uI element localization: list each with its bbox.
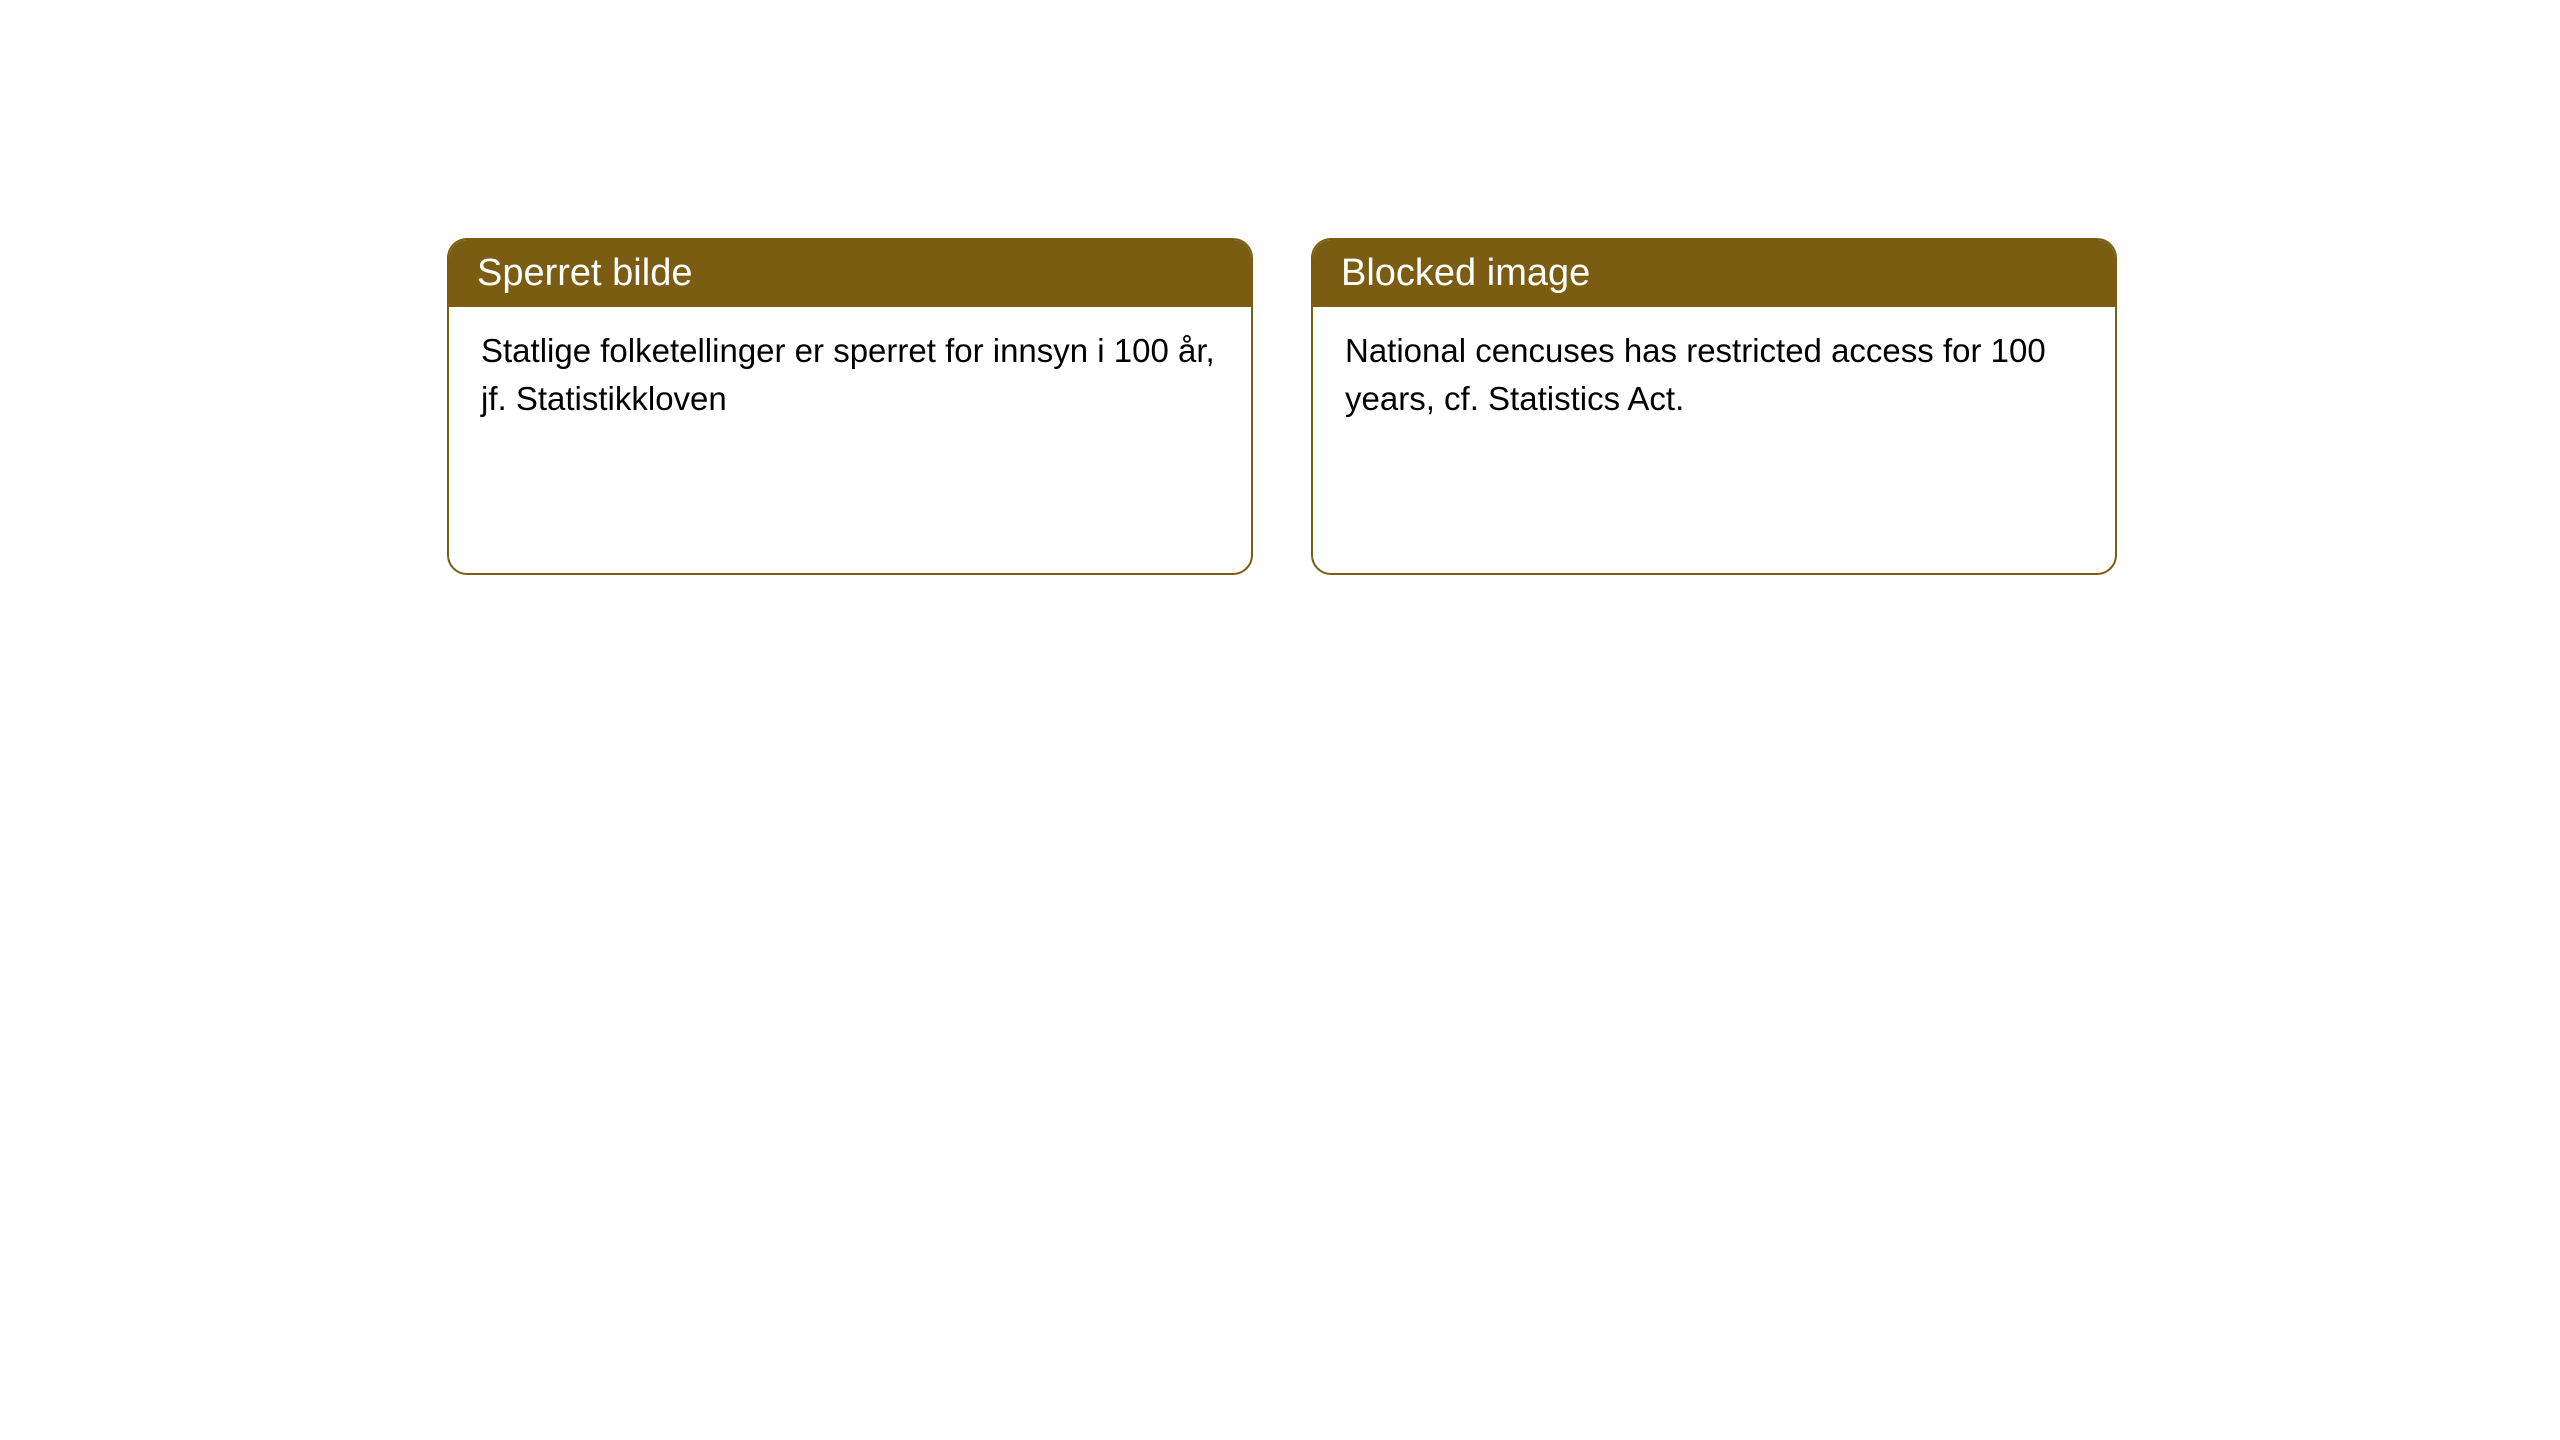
notice-body-english: National cencuses has restricted access …	[1313, 307, 2115, 443]
notice-header-norwegian: Sperret bilde	[449, 240, 1251, 307]
notice-container: Sperret bilde Statlige folketellinger er…	[447, 238, 2117, 575]
notice-body-norwegian: Statlige folketellinger er sperret for i…	[449, 307, 1251, 443]
notice-card-norwegian: Sperret bilde Statlige folketellinger er…	[447, 238, 1253, 575]
notice-header-english: Blocked image	[1313, 240, 2115, 307]
notice-card-english: Blocked image National cencuses has rest…	[1311, 238, 2117, 575]
